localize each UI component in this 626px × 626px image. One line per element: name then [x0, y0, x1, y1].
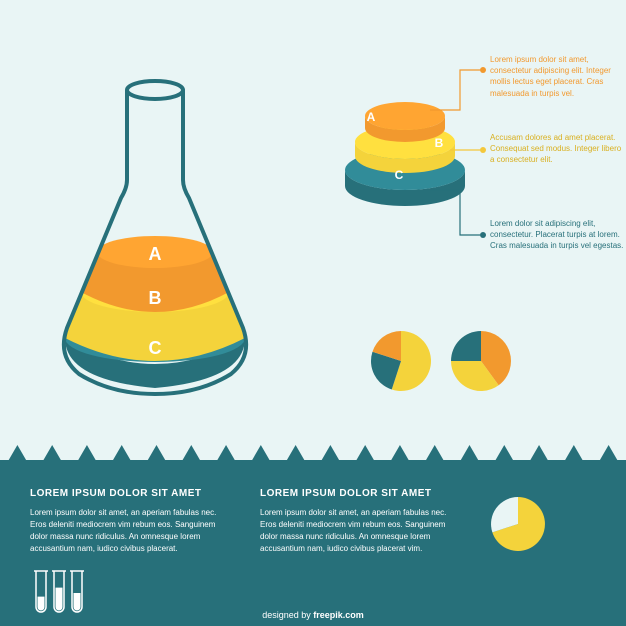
footer-col-2: LOREM IPSUM DOLOR SIT AMET Lorem ipsum d… — [260, 486, 460, 621]
pie-chart-1 — [370, 330, 432, 397]
footer-panel: LOREM IPSUM DOLOR SIT AMET Lorem ipsum d… — [0, 460, 626, 626]
flask-label-c: C — [140, 338, 170, 359]
footer-body-2: Lorem ipsum dolor sit amet, an aperiam f… — [260, 507, 460, 555]
footer-body-1: Lorem ipsum dolor sit amet, an aperiam f… — [30, 507, 230, 555]
attribution-line: designed by freepik.com — [0, 610, 626, 620]
pie-charts-row — [370, 330, 526, 397]
attribution-prefix: designed by — [262, 610, 313, 620]
callout-line-c — [430, 180, 490, 250]
pie-chart-2 — [450, 330, 512, 397]
callout-line-a — [430, 60, 490, 120]
flask-label-a: A — [140, 244, 170, 265]
footer-title-1: LOREM IPSUM DOLOR SIT AMET — [30, 486, 230, 501]
callout-text-b: Accusam dolores ad amet placerat. Conseq… — [490, 132, 625, 166]
attribution-brand: freepik.com — [313, 610, 364, 620]
callout-text-c: Lorem dolor sit adipiscing elit, consect… — [490, 218, 625, 252]
footer-col-1: LOREM IPSUM DOLOR SIT AMET Lorem ipsum d… — [30, 486, 230, 621]
disc-label-b: B — [430, 136, 448, 150]
disc-label-a: A — [362, 110, 380, 124]
callout-line-b — [450, 140, 490, 160]
footer-title-2: LOREM IPSUM DOLOR SIT AMET — [260, 486, 460, 501]
flask-diagram: A B C — [35, 60, 275, 400]
disc-label-c: C — [390, 168, 408, 182]
footer-col-3 — [490, 486, 580, 621]
footer-pie-chart — [490, 496, 546, 552]
callout-text-a: Lorem ipsum dolor sit amet, consectetur … — [490, 54, 625, 99]
flask-label-b: B — [140, 288, 170, 309]
